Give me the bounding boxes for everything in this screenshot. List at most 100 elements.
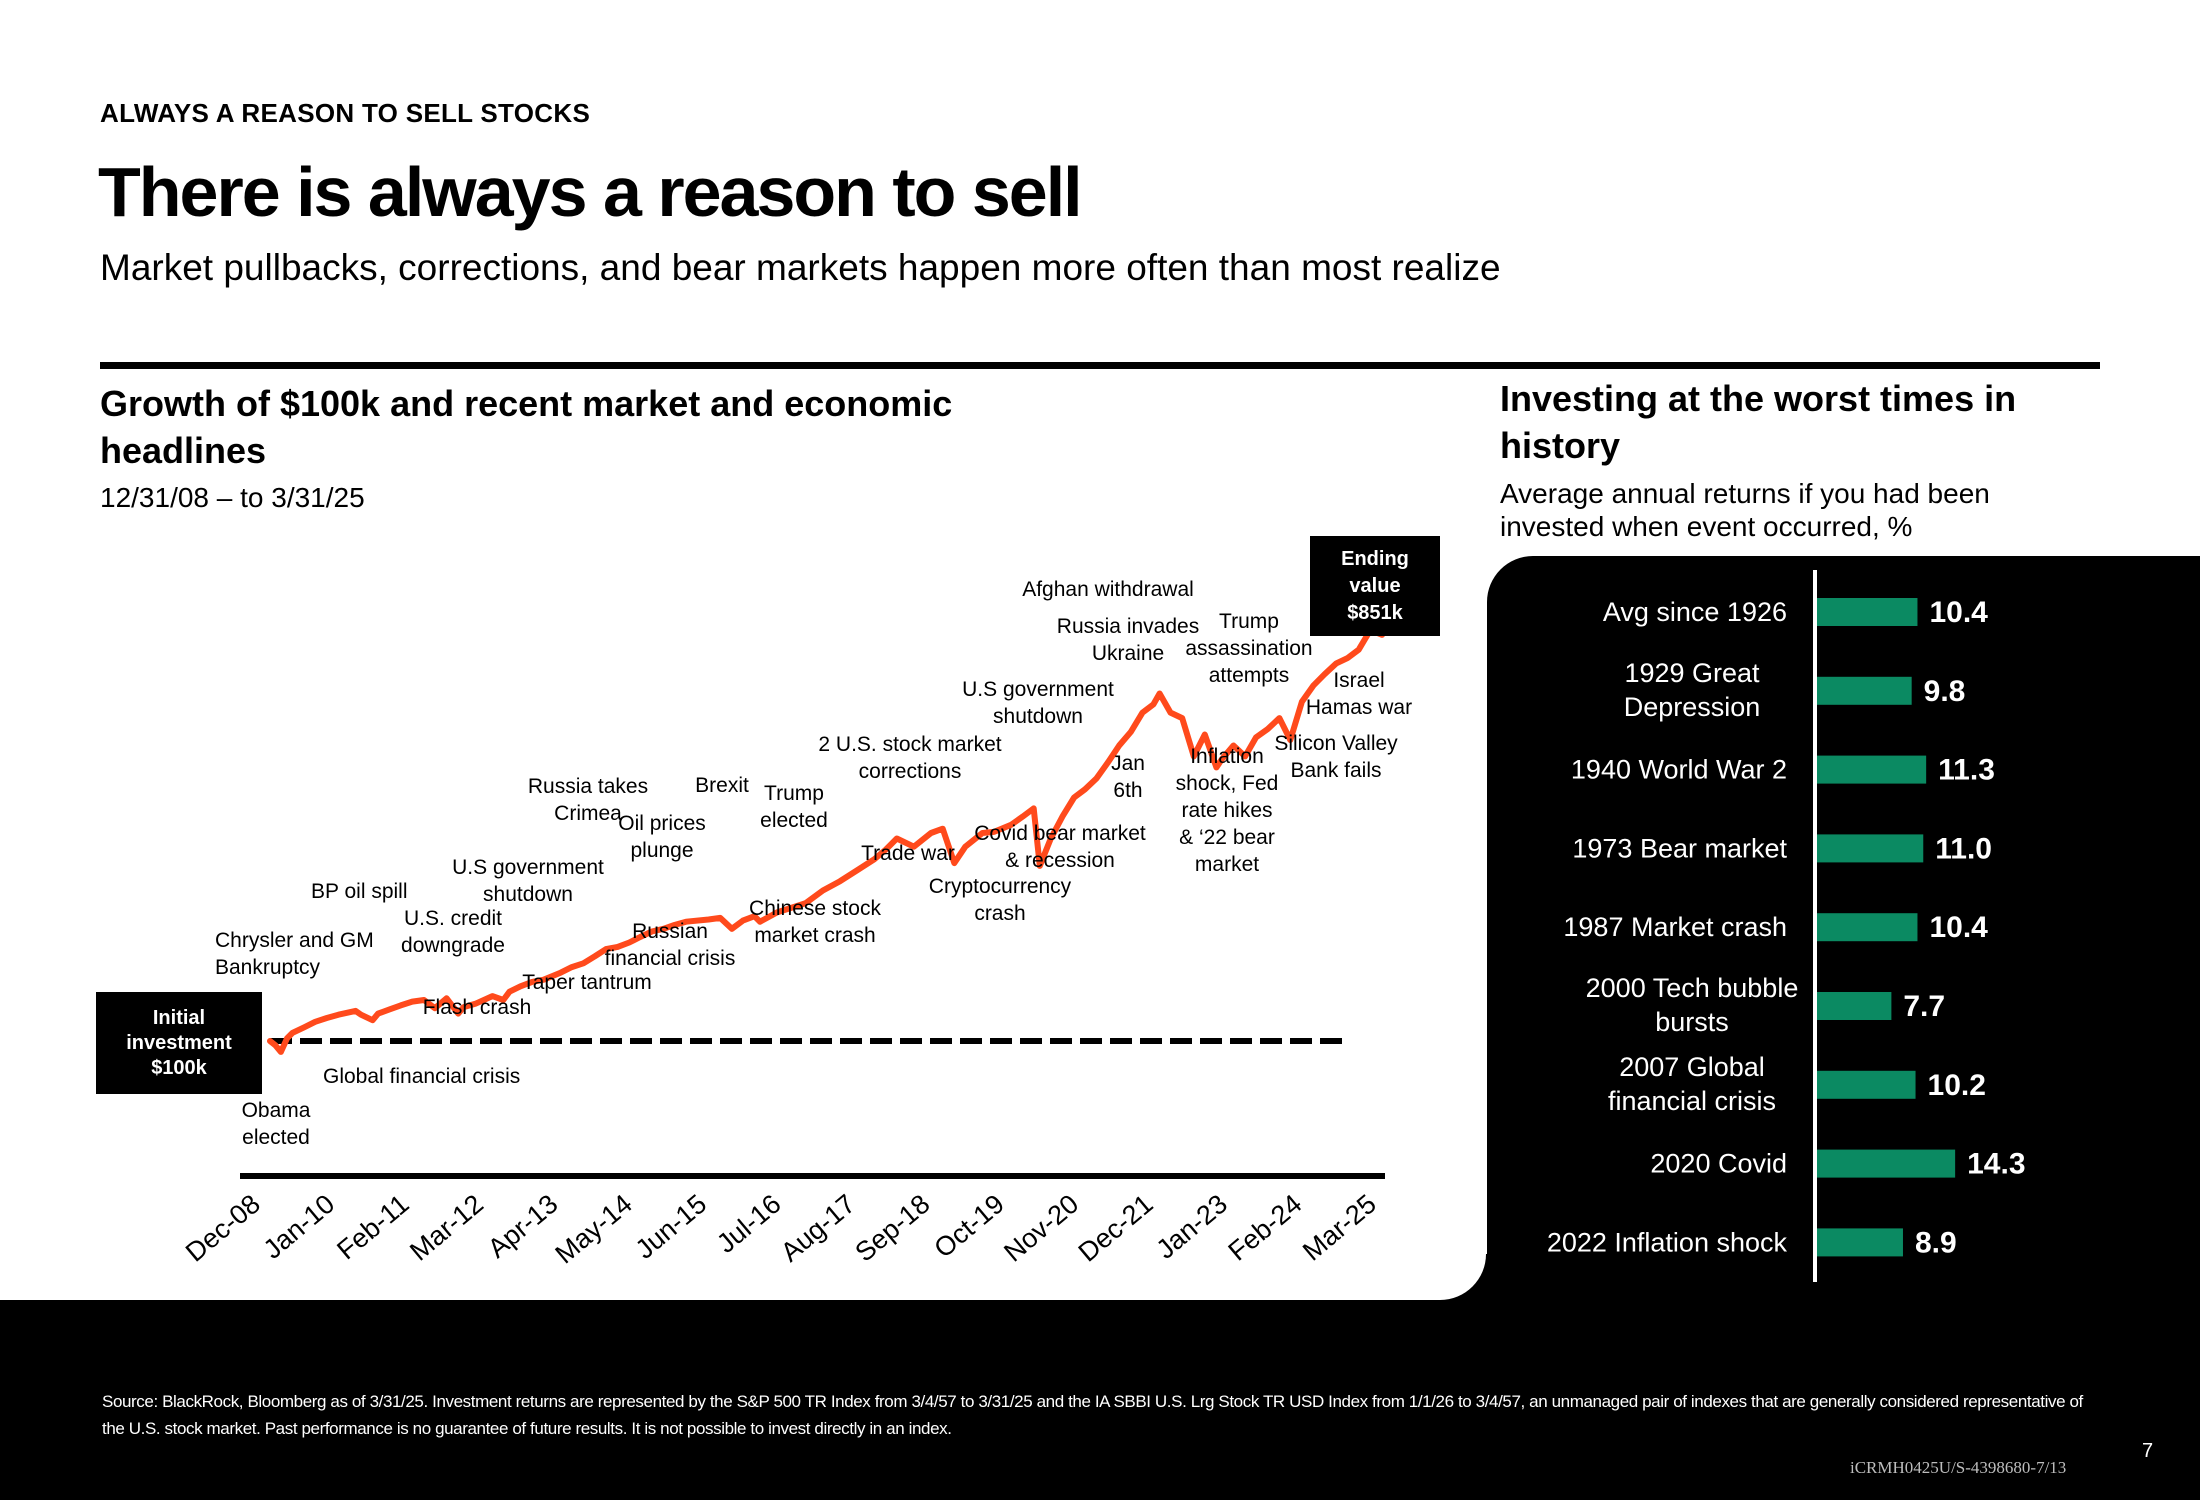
bar-chart: Avg since 1926 10.4 1929 Great Depression 9.… xyxy=(1547,570,2026,1282)
headline-annotation: Trump assassination attempts xyxy=(1185,610,1312,687)
x-tick-labels: Dec-08Jan-10Feb-11Mar-12Apr-13May-14Jun-… xyxy=(180,1189,1382,1270)
bar-value-label: 10.4 xyxy=(1929,596,1988,629)
initial-investment-label: Initial investment $100k xyxy=(126,1007,232,1079)
bar xyxy=(1817,913,1918,942)
headline-annotation: Inflation shock, Fed rate hikes & ‘22 bear m… xyxy=(1176,745,1279,876)
headline-annotation: U.S. credit downgrade xyxy=(401,907,505,957)
bar xyxy=(1817,992,1892,1020)
x-tick-label: Dec-21 xyxy=(1073,1189,1159,1268)
divider xyxy=(100,362,2100,369)
x-tick-label: Jul-16 xyxy=(711,1189,787,1259)
bar-value-label: 9.8 xyxy=(1924,675,1966,708)
headline-annotation: Brexit xyxy=(695,774,749,797)
bar xyxy=(1817,598,1918,626)
x-tick-label: Sep-18 xyxy=(849,1189,935,1268)
bar-category-label: 1940 World War 2 xyxy=(1571,755,1787,785)
x-tick-label: Oct-19 xyxy=(928,1189,1009,1264)
bar-category-label: 2020 Covid xyxy=(1650,1149,1787,1179)
x-tick-label: Jan-23 xyxy=(1151,1189,1234,1265)
page-subtitle: Market pullbacks, corrections, and bear … xyxy=(100,247,1501,288)
headline-annotation: Jan 6th xyxy=(1111,752,1145,802)
bar-row: 1940 World War 2 11.3 xyxy=(1571,754,1995,787)
headline-annotation: Chinese stock market crash xyxy=(749,897,881,947)
headline-annotation: Chrysler and GM Bankruptcy xyxy=(215,929,374,979)
page-title: There is always a reason to sell xyxy=(98,153,1083,231)
bar-row: 2007 Global financial crisis 10.2 xyxy=(1608,1052,1986,1116)
headline-annotation: Afghan withdrawal xyxy=(1022,578,1194,601)
bar-row: 2020 Covid 14.3 xyxy=(1650,1148,2025,1181)
series-line xyxy=(267,627,1385,1055)
bar xyxy=(1817,1228,1903,1257)
bar-value-label: 8.9 xyxy=(1915,1226,1957,1259)
bar-category-label: Avg since 1926 xyxy=(1603,597,1787,627)
headline-annotation: Obama elected xyxy=(242,1099,311,1149)
bar-value-label: 14.3 xyxy=(1967,1148,2025,1181)
eyebrow: ALWAYS A REASON TO SELL STOCKS xyxy=(100,98,591,128)
date-range: 12/31/08 – to 3/31/25 xyxy=(100,482,365,513)
headline-annotation: Silicon Valley Bank fails xyxy=(1274,732,1398,782)
footer-band xyxy=(0,1300,2200,1500)
x-tick-label: Apr-13 xyxy=(482,1189,563,1264)
bar xyxy=(1817,1070,1916,1099)
bar-category-label: 2022 Inflation shock xyxy=(1547,1227,1788,1257)
initial-investment-box xyxy=(96,992,262,1094)
headline-annotation: Oil prices plunge xyxy=(618,812,706,862)
ending-value-label: Ending value $851k xyxy=(1341,548,1409,624)
page-number: 7 xyxy=(2142,1440,2154,1462)
x-tick-label: Feb-11 xyxy=(331,1189,414,1266)
headline-annotation: Flash crash xyxy=(423,996,532,1019)
x-tick-label: Mar-12 xyxy=(404,1189,489,1267)
x-tick-label: Aug-17 xyxy=(775,1189,861,1268)
bar-category-label: 1929 Great Depression xyxy=(1624,658,1761,722)
bar-category-label: 2000 Tech bubble bursts xyxy=(1586,973,1799,1037)
x-tick-label: Jun-15 xyxy=(630,1189,713,1265)
bar-row: 1973 Bear market 11.0 xyxy=(1572,832,1992,865)
headline-annotation: Taper tantrum xyxy=(522,971,652,994)
bar-row: 2000 Tech bubble bursts 7.7 xyxy=(1586,973,1945,1037)
headline-annotation: Trade war xyxy=(861,842,955,865)
headline-annotation: Russia takes Crimea xyxy=(528,775,648,825)
headline-annotation: Cryptocurrency crash xyxy=(929,875,1072,925)
bar-value-label: 7.7 xyxy=(1903,990,1945,1023)
headline-annotation: U.S government shutdown xyxy=(962,678,1114,728)
bar-category-label: 2007 Global financial crisis xyxy=(1608,1052,1776,1116)
bar xyxy=(1817,676,1912,705)
bar-value-label: 11.3 xyxy=(1938,754,1995,787)
bar-category-label: 1987 Market crash xyxy=(1563,912,1787,942)
headline-annotation: Trump elected xyxy=(760,782,828,832)
headline-annotation: Russian financial crisis xyxy=(605,920,736,970)
x-tick-label: Mar-25 xyxy=(1297,1189,1382,1267)
bar-row: 1987 Market crash 10.4 xyxy=(1563,911,1988,944)
bar-row: 2022 Inflation shock 8.9 xyxy=(1547,1226,1957,1259)
headline-annotation: 2 U.S. stock market corrections xyxy=(818,733,1001,783)
headline-annotation: Covid bear market & recession xyxy=(974,822,1146,872)
bar-row: 1929 Great Depression 9.8 xyxy=(1624,658,1966,722)
bar-value-label: 11.0 xyxy=(1935,832,1992,865)
bar-chart-title: Investing at the worst times in history xyxy=(1500,378,2017,466)
x-tick-label: Jan-10 xyxy=(258,1189,341,1265)
x-tick-label: Dec-08 xyxy=(180,1189,266,1268)
x-tick-label: May-14 xyxy=(550,1189,638,1270)
ending-value-box xyxy=(1310,536,1440,636)
headline-annotation: BP oil spill xyxy=(311,880,408,903)
headline-annotation: U.S government shutdown xyxy=(452,856,604,906)
source-note: Source: BlackRock, Bloomberg as of 3/31/… xyxy=(102,1392,2083,1438)
bar-value-label: 10.2 xyxy=(1928,1069,1986,1102)
bar xyxy=(1817,1149,1956,1178)
line-chart-title: Growth of $100k and recent market and ec… xyxy=(100,383,953,471)
x-tick-label: Nov-20 xyxy=(998,1189,1084,1268)
document-code: iCRMH0425U/S-4398680-7/13 xyxy=(1850,1458,2067,1477)
bar xyxy=(1817,755,1927,784)
bar-row: Avg since 1926 10.4 xyxy=(1603,596,1988,629)
bar xyxy=(1817,834,1924,863)
bar-chart-subtitle: Average annual returns if you had been i… xyxy=(1500,478,1990,542)
charts-canvas: Dec-08Jan-10Feb-11Mar-12Apr-13May-14Jun-… xyxy=(96,536,2026,1282)
bar-category-label: 1973 Bear market xyxy=(1572,833,1787,863)
headline-annotations: Obama elected Global financial crisis Chrys… xyxy=(215,578,1412,1149)
x-tick-label: Feb-24 xyxy=(1223,1189,1308,1267)
headline-annotation: Russia invades Ukraine xyxy=(1057,615,1199,665)
bar-value-label: 10.4 xyxy=(1929,911,1988,944)
headline-annotation: Israel Hamas war xyxy=(1306,669,1412,719)
headline-annotation: Global financial crisis xyxy=(323,1065,520,1088)
line-chart: Dec-08Jan-10Feb-11Mar-12Apr-13May-14Jun-… xyxy=(96,536,1440,1269)
